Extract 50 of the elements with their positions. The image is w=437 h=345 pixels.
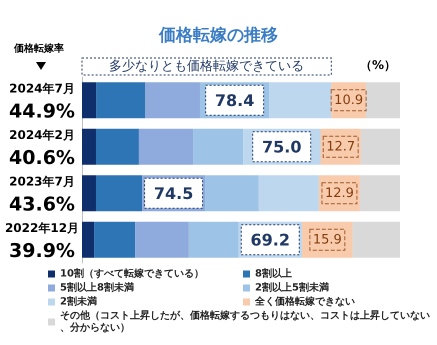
y-tick-label: 2023年7月: [9, 174, 75, 188]
y-tick-label: 2024年2月: [9, 128, 75, 142]
annotation: 75.0: [262, 137, 302, 156]
text: 39.9%: [9, 240, 75, 262]
bar: [302, 222, 353, 258]
y-tick-label: 2022年12月: [4, 220, 80, 235]
data-label: 12.9: [324, 186, 354, 201]
text: 44.9%: [9, 100, 75, 122]
legend-label: 2割未満: [60, 296, 97, 308]
bar: [320, 128, 361, 165]
bar: [360, 175, 400, 212]
bar: [94, 222, 136, 258]
bar: [82, 82, 96, 118]
bar: [318, 175, 360, 212]
legend-label: 10割（すべて転嫁できている）: [60, 268, 204, 280]
annotation: 74.5: [154, 184, 194, 203]
y-tick-label: 2024年7月: [9, 81, 75, 96]
bar: [82, 128, 96, 165]
legend-label: 全く価格転嫁できない: [254, 296, 355, 308]
bar: [193, 128, 244, 165]
x-axis-title: （%）: [360, 58, 396, 72]
bar: [352, 222, 400, 258]
bar: [96, 128, 139, 165]
chart-title: 価格転嫁の推移: [158, 26, 278, 46]
bar: [269, 82, 332, 118]
data-label: 15.9: [312, 232, 342, 248]
legend-label: 2割以上5割未満: [255, 282, 329, 294]
bar: [360, 128, 400, 165]
bar: [82, 175, 96, 212]
annotation: 78.4: [214, 90, 254, 110]
annotation: 69.2: [250, 230, 290, 250]
bar: [205, 175, 258, 212]
data-label: 10.9: [334, 92, 364, 108]
legend-label: 5割以上8割未満: [60, 282, 134, 294]
bar: [145, 82, 200, 118]
text: 43.6%: [9, 193, 75, 216]
bar: [96, 175, 142, 212]
text: 多少なりとも価格転嫁できている: [109, 59, 304, 74]
bar: [188, 222, 238, 258]
bar: [258, 175, 319, 212]
bar: [138, 128, 194, 165]
y-axis-title: 価格転嫁率: [13, 42, 64, 54]
bar: [96, 82, 146, 118]
data-label: 12.7: [326, 139, 356, 154]
legend-label: 8割以上: [255, 268, 292, 280]
bar: [366, 82, 400, 118]
text: 40.6%: [9, 146, 75, 169]
bar: [82, 222, 94, 258]
legend-label: その他（コスト上昇したが、価格転嫁するつもりはない、コストは上昇していない、分からない）: [60, 310, 430, 334]
bar: [135, 222, 189, 258]
